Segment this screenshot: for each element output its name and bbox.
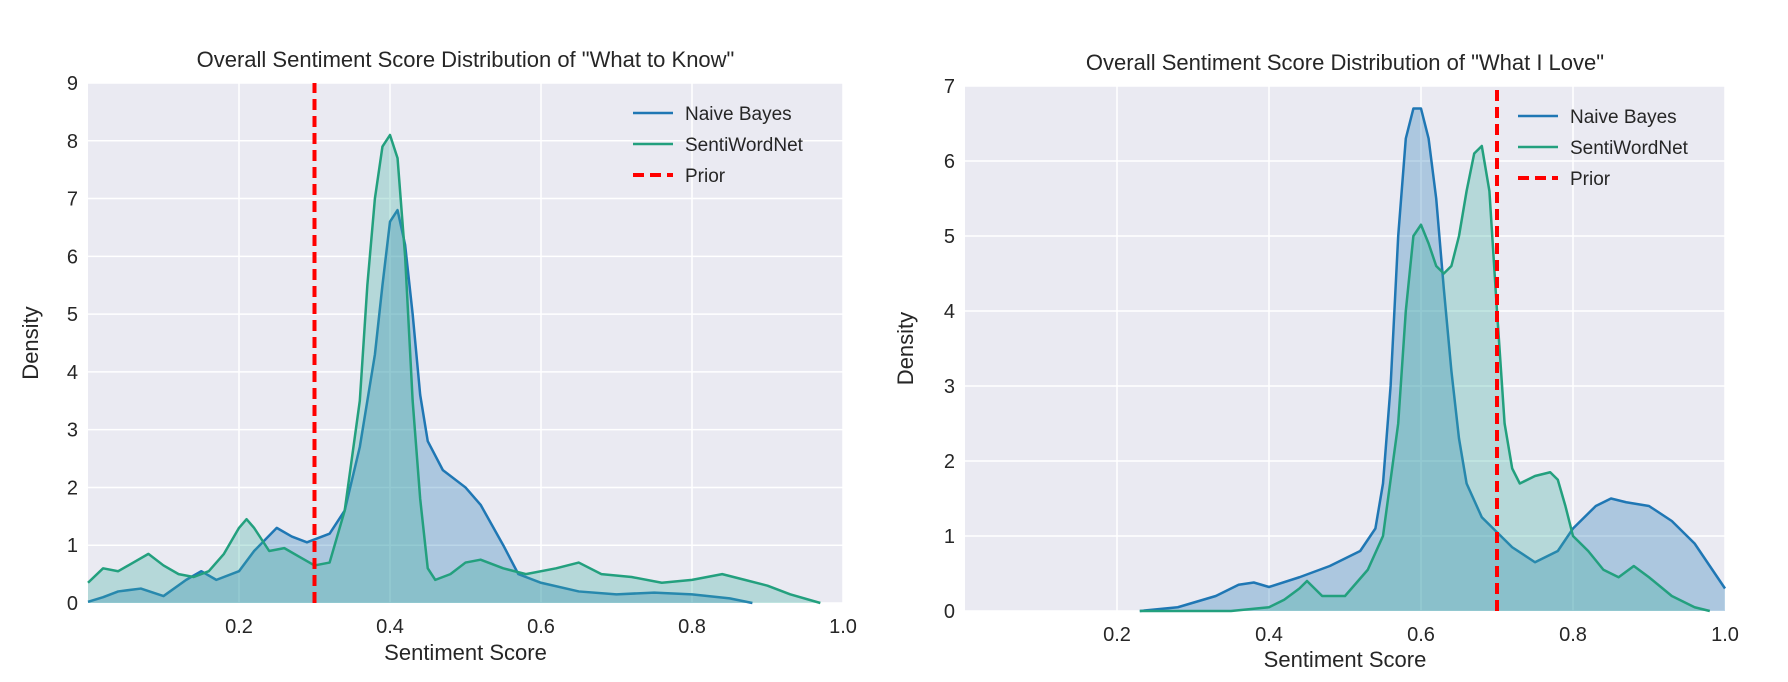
y-tick-label: 8 xyxy=(67,131,78,153)
y-tick-label: 3 xyxy=(944,376,955,398)
y-tick-label: 0 xyxy=(944,601,955,623)
x-tick-label: 0.8 xyxy=(678,616,706,638)
y-tick-label: 0 xyxy=(67,593,78,615)
series-area-sentiwordnet xyxy=(1139,146,1710,611)
x-tick-label: 1.0 xyxy=(829,616,857,638)
y-tick-label: 1 xyxy=(944,526,955,548)
series-line-naive-bayes xyxy=(87,208,753,605)
series-group xyxy=(87,83,821,605)
plot-background xyxy=(965,86,1725,611)
legend-label: Naive Bayes xyxy=(1570,107,1677,128)
x-tick-label: 0.2 xyxy=(225,616,253,638)
chart-what-to-know: Overall Sentiment Score Distribution of … xyxy=(18,47,857,665)
y-tick-label: 6 xyxy=(67,246,78,268)
chart-title: Overall Sentiment Score Distribution of … xyxy=(1086,50,1604,75)
legend: Naive Bayes SentiWordNet Prior xyxy=(1518,107,1689,190)
grid-lines xyxy=(88,82,844,604)
y-tick-label: 4 xyxy=(944,301,955,323)
y-axis-label: Density xyxy=(893,312,918,385)
y-tick-label: 5 xyxy=(67,304,78,326)
chart-what-i-love: Overall Sentiment Score Distribution of … xyxy=(893,50,1739,672)
y-tick-label: 2 xyxy=(67,477,78,499)
x-tick-label: 0.4 xyxy=(1255,624,1283,646)
x-tick-label: 0.8 xyxy=(1559,624,1587,646)
plot-background xyxy=(88,83,843,603)
chart-title: Overall Sentiment Score Distribution of … xyxy=(197,47,735,72)
grid-lines xyxy=(965,85,1726,612)
y-tick-label: 6 xyxy=(944,151,955,173)
y-tick-label: 2 xyxy=(944,451,955,473)
legend-label: Prior xyxy=(1570,169,1611,190)
legend-label: Naive Bayes xyxy=(685,104,792,125)
y-axis-label: Density xyxy=(18,306,43,379)
y-tick-label: 7 xyxy=(67,189,78,211)
series-area-naive-bayes xyxy=(1139,108,1725,611)
x-tick-label: 0.4 xyxy=(376,616,404,638)
series-group xyxy=(1139,86,1727,613)
series-line-sentiwordnet xyxy=(1139,144,1711,613)
y-tick-label: 4 xyxy=(67,362,78,384)
legend-label: SentiWordNet xyxy=(685,135,804,156)
y-tick-label: 9 xyxy=(67,73,78,95)
x-tick-label: 0.2 xyxy=(1103,624,1131,646)
legend-label: SentiWordNet xyxy=(1570,138,1689,159)
x-tick-label: 0.6 xyxy=(527,616,555,638)
y-tick-label: 7 xyxy=(944,76,955,98)
x-axis-label: Sentiment Score xyxy=(1264,647,1427,672)
series-line-naive-bayes xyxy=(1139,107,1727,613)
y-tick-label: 3 xyxy=(67,420,78,442)
legend-label: Prior xyxy=(685,166,726,187)
x-axis-label: Sentiment Score xyxy=(384,640,547,665)
x-tick-label: 0.6 xyxy=(1407,624,1435,646)
y-tick-label: 5 xyxy=(944,226,955,248)
series-area-naive-bayes xyxy=(88,210,753,604)
series-line-sentiwordnet xyxy=(87,133,821,605)
x-tick-label: 1.0 xyxy=(1711,624,1739,646)
legend: Naive Bayes SentiWordNet Prior xyxy=(633,104,804,187)
y-tick-label: 1 xyxy=(67,535,78,557)
